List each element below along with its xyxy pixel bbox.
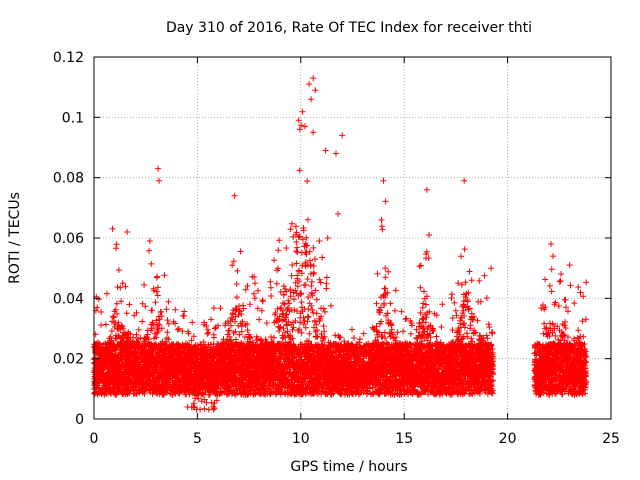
y-tick-label: 0.06 xyxy=(53,231,84,247)
x-tick-labels: 0 5 10 15 20 25 xyxy=(90,431,620,447)
data-points xyxy=(91,75,590,413)
y-tick-label: 0.02 xyxy=(53,352,84,368)
grid-lines xyxy=(94,57,611,419)
x-tick-label: 10 xyxy=(292,431,310,447)
y-tick-label: 0.12 xyxy=(53,50,84,66)
x-tick-label: 5 xyxy=(193,431,202,447)
y-tick-label: 0.04 xyxy=(53,291,84,307)
roti-markers xyxy=(91,75,590,413)
x-axis-label: GPS time / hours xyxy=(290,459,407,475)
y-tick-label: 0.1 xyxy=(62,110,84,126)
chart-title: Day 310 of 2016, Rate Of TEC Index for r… xyxy=(166,20,532,36)
x-tick-label: 0 xyxy=(90,431,99,447)
x-tick-label: 15 xyxy=(395,431,413,447)
y-axis-label: ROTI / TECUs xyxy=(7,192,23,284)
y-tick-label: 0.08 xyxy=(53,171,84,187)
x-tick-label: 25 xyxy=(602,431,620,447)
y-tick-labels: 0 0.02 0.04 0.06 0.08 0.1 0.12 xyxy=(53,50,84,428)
axis-ticks xyxy=(93,56,612,420)
x-tick-label: 20 xyxy=(499,431,517,447)
y-tick-label: 0 xyxy=(75,412,84,428)
